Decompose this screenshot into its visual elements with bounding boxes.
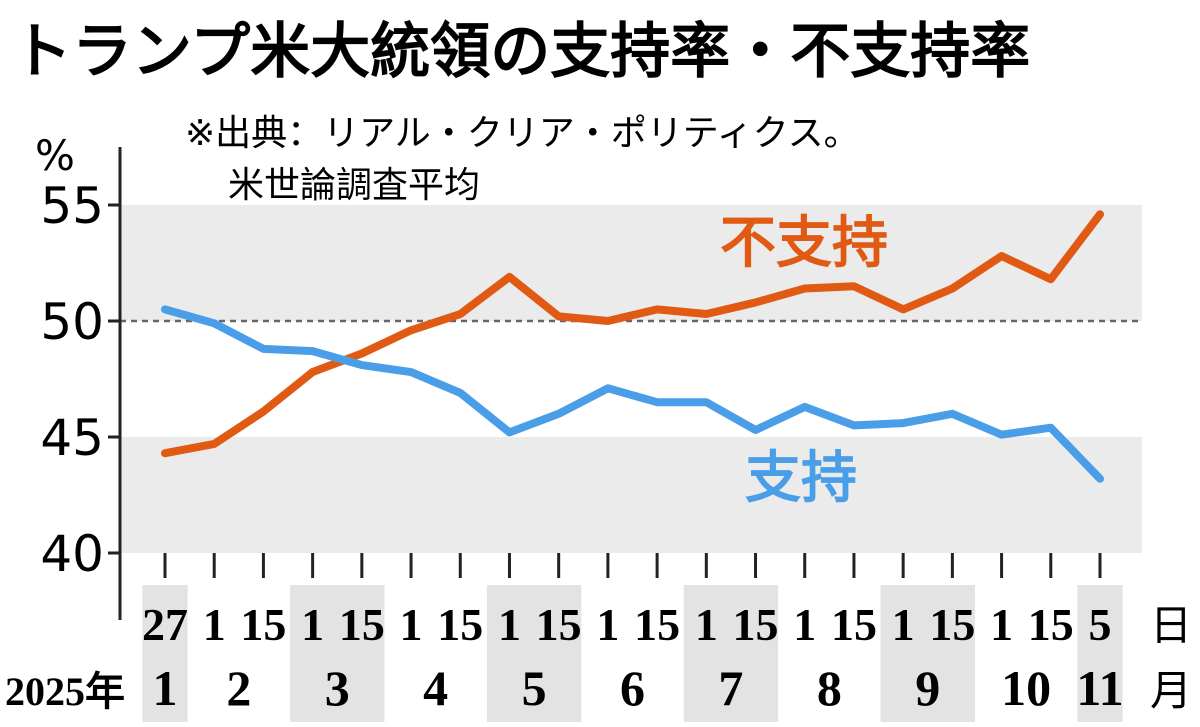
month-label: 3 [325,660,350,716]
month-shade [142,585,188,722]
y-tick-label: 45 [40,409,104,467]
month-label: 10 [1001,660,1051,716]
series-line [161,210,1104,458]
x-tick-label: 1 [596,599,619,650]
x-tick-label: 1 [498,599,521,650]
x-tick-label: 15 [929,599,975,650]
y-unit: % [35,131,75,180]
x-tick-label: 1 [203,599,226,650]
y-tick-label: 50 [40,293,104,351]
month-shade [290,585,385,722]
x-tick-label: 1 [990,599,1013,650]
band [120,205,1142,321]
x-tick-label: 1 [301,599,324,650]
x-tick-label: 15 [240,599,286,650]
month-shade [880,585,975,722]
x-tick-label: 27 [142,599,188,650]
month-label: 9 [915,660,940,716]
x-tick-label: 15 [733,599,779,650]
x-tick-label: 15 [339,599,385,650]
x-tick-label: 1 [400,599,423,650]
month-unit: 月 [1150,666,1192,715]
x-tick-label: 15 [437,599,483,650]
source-note: 米世論調査平均 [228,165,480,206]
month-label: 8 [817,660,842,716]
y-tick-label: 55 [40,177,104,235]
x-tick-label: 15 [831,599,877,650]
y-tick-label: 40 [40,525,104,583]
year-label: 2025年 [5,669,125,714]
day-unit: 日 [1150,601,1192,650]
x-tick-label: 15 [634,599,680,650]
month-label: 11 [1076,660,1123,716]
month-label: 2 [226,660,251,716]
x-tick-label: 5 [1089,599,1112,650]
x-tick-label: 15 [1028,599,1074,650]
x-tick-label: 1 [695,599,718,650]
month-label: 6 [620,660,645,716]
source-note: ※出典：リアル・クリア・ポリティクス。 [185,113,860,154]
month-label: 1 [153,660,178,716]
series-label: 支持 [745,446,857,511]
band [120,437,1142,553]
month-label: 4 [423,660,448,716]
month-label: 5 [522,660,547,716]
x-tick-label: 15 [536,599,582,650]
month-shade [1077,585,1123,722]
series-label: 不支持 [720,211,888,276]
series-line [161,305,1104,483]
chart-title: トランプ米大統領の支持率・不支持率 [12,17,1030,87]
x-tick-label: 1 [892,599,915,650]
month-shade [486,585,582,722]
month-shade [683,585,779,722]
month-label: 7 [718,660,743,716]
x-tick-label: 1 [793,599,816,650]
background [120,205,1142,722]
